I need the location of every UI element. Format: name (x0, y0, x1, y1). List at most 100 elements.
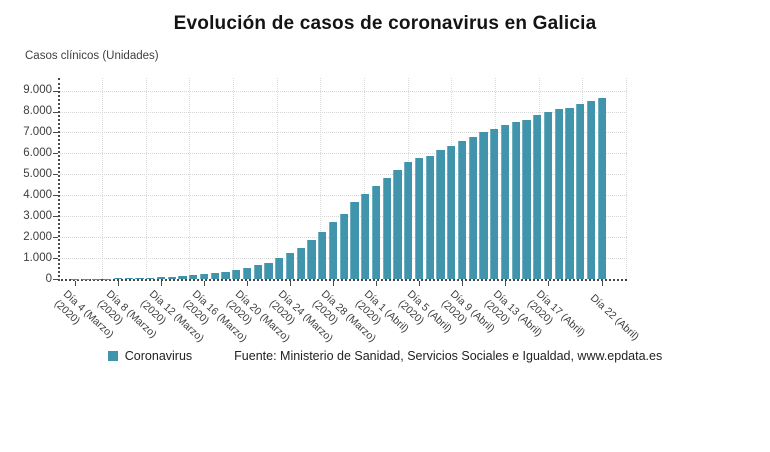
x-grid-line (276, 78, 278, 279)
y-axis-tick (53, 237, 58, 239)
bar[interactable] (189, 275, 198, 279)
y-axis-labels: 0 1.000 2.000 3.000 4.000 5.000 6.000 7.000 8.00… (0, 78, 52, 288)
y-axis-tick (53, 111, 58, 113)
bar[interactable] (543, 111, 553, 279)
bar[interactable] (318, 231, 327, 279)
bar[interactable] (328, 222, 338, 279)
bar[interactable] (285, 253, 295, 279)
source-text: Fuente: Ministerio de Sanidad, Servicios… (234, 349, 663, 363)
bar[interactable] (457, 141, 467, 279)
bar[interactable] (565, 107, 574, 279)
y-tick-label: 5.000 (23, 167, 52, 180)
y-tick-label: 0 (45, 272, 52, 285)
y-tick-label: 8.000 (23, 105, 52, 117)
y-tick-label: 2.000 (23, 230, 52, 243)
x-grid-line (320, 78, 322, 279)
bar[interactable] (146, 277, 155, 279)
y-axis-tick (53, 258, 58, 260)
bar[interactable] (533, 115, 542, 279)
x-grid-line (145, 78, 147, 279)
bar[interactable] (275, 258, 284, 279)
x-axis-labels: Día 4 (Marzo) (2020) Día 8 (Marzo) (2020) Dí… (52, 279, 758, 399)
x-grid-line (625, 78, 627, 279)
y-grid-line (60, 90, 627, 92)
x-axis-tick (118, 281, 119, 286)
bar[interactable] (468, 137, 477, 279)
bar[interactable] (135, 278, 144, 279)
y-tick-label: 1.000 (23, 251, 52, 264)
bar[interactable] (221, 271, 230, 279)
x-axis-tick (419, 281, 420, 286)
y-tick-label: 6.000 (23, 146, 52, 159)
bar[interactable] (242, 268, 252, 279)
x-axis-tick (204, 281, 205, 286)
y-tick-label: 7.000 (23, 125, 52, 138)
bar[interactable] (490, 128, 499, 279)
y-axis-tick (53, 279, 58, 280)
bar[interactable] (554, 109, 563, 279)
bar[interactable] (382, 177, 391, 279)
legend-item-coronavirus[interactable]: Coronavirus (107, 349, 193, 363)
y-tick-label: 9.000 (23, 84, 52, 97)
bar[interactable] (371, 186, 381, 279)
bar[interactable] (350, 201, 359, 279)
x-axis-tick (333, 281, 334, 286)
bar[interactable] (296, 247, 305, 279)
bar[interactable] (511, 122, 520, 279)
y-axis-tick (53, 216, 58, 218)
plot-area (53, 78, 627, 286)
bar[interactable] (597, 97, 606, 279)
bar[interactable] (393, 170, 402, 279)
x-grid-line (189, 78, 191, 279)
x-axis-tick (247, 281, 248, 286)
y-grid-line (60, 111, 627, 113)
bar[interactable] (361, 194, 370, 279)
bar[interactable] (500, 125, 510, 279)
x-axis-tick (548, 281, 549, 286)
bar[interactable] (199, 273, 209, 279)
x-axis-tick (601, 281, 603, 286)
bar[interactable] (232, 270, 241, 279)
bar[interactable] (447, 146, 456, 279)
bar[interactable] (210, 273, 219, 279)
x-axis-tick (161, 281, 162, 286)
bar[interactable] (264, 262, 273, 279)
bar[interactable] (167, 276, 176, 279)
y-grid-line (60, 195, 627, 197)
x-axis-tick (462, 281, 463, 286)
x-tick-label-text: Día 5 (Abril) (2020) (395, 288, 454, 335)
y-axis-tick (53, 153, 58, 155)
x-axis-tick (290, 281, 291, 286)
bar[interactable] (178, 275, 187, 279)
x-axis-tick (505, 281, 506, 286)
bar[interactable] (576, 103, 585, 279)
y-axis-tick (53, 174, 58, 176)
y-tick-label: 3.000 (23, 209, 52, 222)
bar[interactable] (522, 119, 531, 279)
bar[interactable] (479, 132, 488, 279)
bar[interactable] (425, 155, 434, 279)
bar[interactable] (307, 239, 316, 279)
chart-footer: Coronavirus Fuente: Ministerio de Sanida… (0, 349, 770, 363)
bar[interactable] (404, 162, 413, 279)
x-tick-label-text: Día 9 (Abril) (2020) (438, 288, 497, 335)
x-tick-label: Día 22 (Abril) (588, 288, 658, 343)
bar[interactable] (414, 158, 424, 279)
legend-swatch-icon (107, 351, 118, 361)
x-axis-tick (376, 281, 377, 286)
bar[interactable] (156, 277, 166, 279)
bar[interactable] (124, 278, 133, 279)
x-grid-line (102, 78, 103, 279)
x-grid-line (233, 78, 234, 279)
bar[interactable] (339, 214, 348, 279)
y-axis-tick (53, 132, 58, 134)
legend-label: Coronavirus (124, 349, 193, 363)
chart-title: Evolución de casos de coronavirus en Gal… (173, 13, 597, 34)
bar[interactable] (113, 278, 123, 279)
y-axis-tick (53, 90, 58, 92)
bar[interactable] (586, 100, 596, 279)
x-axis-tick (75, 281, 76, 286)
bar[interactable] (436, 150, 445, 279)
bar[interactable] (253, 265, 262, 279)
